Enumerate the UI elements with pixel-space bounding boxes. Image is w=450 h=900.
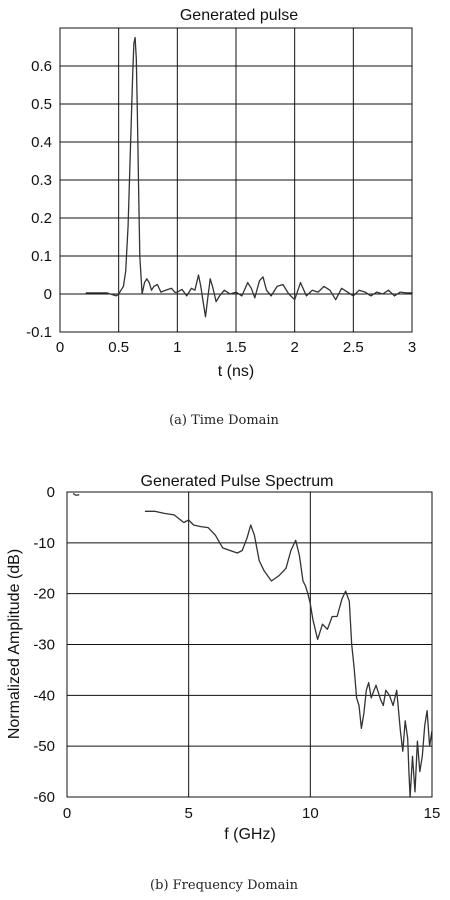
chart-a-x-tick-labels: 0 0.5 1 1.5 2 2.5 3 (56, 339, 416, 356)
chart-b-y-tick-label: 0 (47, 484, 55, 501)
chart-b-series-line (72, 492, 80, 496)
chart-b-series-line (144, 510, 433, 798)
chart-a-grid (59, 28, 413, 333)
chart-a-y-tick-label: 0.2 (31, 210, 52, 227)
chart-a-y-tick-label: 0.1 (31, 248, 52, 265)
chart-a-x-axis-label: t (ns) (218, 363, 254, 380)
chart-a-x-tick-label: 0.5 (108, 339, 129, 356)
chart-b-grid (66, 491, 433, 798)
chart-a-title: Generated pulse (180, 7, 298, 24)
chart-b-x-axis-label: f (GHz) (224, 826, 276, 843)
chart-a-x-tick-label: 1.5 (226, 339, 247, 356)
chart-b-y-tick-label: -50 (33, 738, 55, 755)
chart-a-y-tick-label: 0.5 (31, 96, 52, 113)
chart-a-y-tick-label: -0.1 (26, 324, 52, 341)
chart-a-y-tick-label: 0.3 (31, 172, 52, 189)
chart-a-x-tick-label: 2 (290, 339, 298, 356)
chart-b-x-tick-label: 10 (302, 805, 319, 822)
caption-b: (b) Frequency Domain (150, 878, 299, 893)
chart-b-y-tick-label: -10 (33, 535, 55, 552)
chart-b-x-tick-label: 0 (63, 805, 71, 822)
chart-b-frame (66, 491, 433, 798)
chart-a-x-tick-label: 0 (56, 339, 64, 356)
chart-a-y-tick-labels: -0.1 0 0.1 0.2 0.3 0.4 0.5 0.6 (26, 58, 52, 341)
chart-a-series (85, 36, 412, 318)
caption-a: (a) Time Domain (169, 413, 279, 428)
chart-b-y-tick-labels: 0 -10 -20 -30 -40 -50 -60 (33, 484, 55, 806)
chart-b-y-axis-label: Normalized Amplitude (dB) (6, 549, 23, 739)
chart-b-y-tick-label: -60 (33, 789, 55, 806)
chart-b-title: Generated Pulse Spectrum (141, 473, 334, 490)
time-domain-chart: Generated pulse -0.100.10.20.30.40.50.6 … (26, 7, 416, 428)
chart-a-y-tick-label: 0.4 (31, 134, 52, 151)
chart-a-x-tick-label: 1 (173, 339, 181, 356)
chart-a-y-tick-label: 0.6 (31, 58, 52, 75)
chart-a-frame (59, 27, 413, 333)
chart-a-x-tick-label: 2.5 (343, 339, 364, 356)
chart-a-y-tick-label: 0 (44, 286, 52, 303)
chart-a-x-tick-label: 3 (408, 339, 416, 356)
chart-b-x-tick-label: 5 (184, 805, 192, 822)
chart-b-y-tick-label: -30 (33, 637, 55, 654)
chart-b-x-tick-labels: 0 5 10 15 (63, 805, 441, 822)
chart-b-x-tick-label: 15 (424, 805, 441, 822)
chart-b-y-tick-label: -40 (33, 687, 55, 704)
chart-b-series (72, 492, 433, 798)
chart-a-series-line (85, 36, 412, 318)
chart-b-y-tick-label: -20 (33, 586, 55, 603)
frequency-domain-chart: Generated Pulse Spectrum 0 -10 -20 -30 -40 -5… (6, 473, 440, 893)
